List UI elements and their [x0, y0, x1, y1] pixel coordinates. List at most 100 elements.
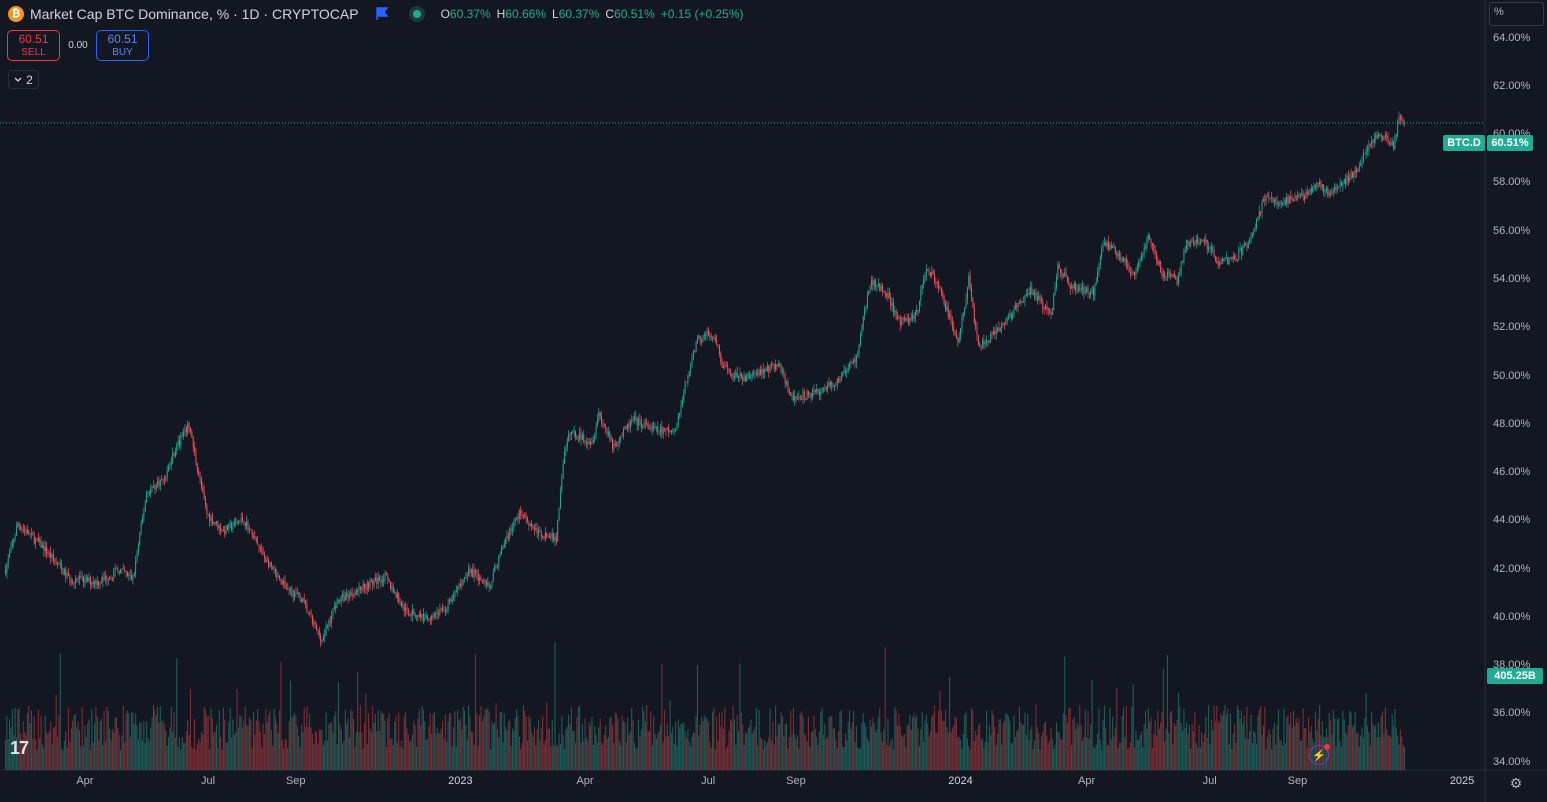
- volume-bar: [231, 737, 233, 770]
- volume-bar: [48, 730, 50, 770]
- buy-button[interactable]: 60.51 BUY: [96, 30, 149, 61]
- candle-body: [125, 572, 127, 574]
- candle-body: [435, 613, 437, 614]
- candle-body: [949, 313, 951, 318]
- volume-bar: [325, 712, 327, 770]
- candle-body: [799, 396, 801, 399]
- volume-bar: [828, 717, 830, 770]
- candle-body: [803, 391, 805, 399]
- candle-body: [701, 340, 703, 342]
- volume-bar: [525, 716, 527, 770]
- candle-body: [690, 366, 692, 372]
- candle-body: [121, 568, 123, 570]
- indicators-toggle[interactable]: 2: [8, 70, 39, 89]
- candle-body: [920, 289, 922, 301]
- candle-body: [268, 560, 270, 567]
- candle-body: [1219, 262, 1221, 265]
- candle-body: [880, 285, 882, 292]
- volume-bar: [927, 723, 929, 770]
- volume-bar: [966, 738, 968, 770]
- candle-body: [908, 318, 909, 323]
- volume-bar: [879, 708, 881, 770]
- candle-body: [605, 426, 607, 429]
- volume-bar: [1373, 726, 1375, 770]
- volume-bar: [255, 720, 257, 770]
- volume-bar: [1010, 743, 1012, 770]
- volume-bar: [981, 738, 984, 770]
- candle-body: [802, 391, 804, 400]
- candle-body: [957, 338, 959, 343]
- volume-bar: [209, 749, 211, 770]
- volume-bar: [1353, 725, 1355, 770]
- candle-body: [1054, 287, 1056, 295]
- candle-body: [309, 612, 311, 614]
- volume-bar: [1235, 742, 1237, 770]
- volume-bar: [94, 723, 96, 770]
- candle-body: [1212, 249, 1214, 251]
- volume-bar: [657, 733, 659, 770]
- candle-body: [468, 568, 470, 576]
- volume-bar: [124, 742, 126, 770]
- candle-body: [1321, 184, 1323, 188]
- candle-body: [158, 480, 160, 487]
- volume-bar: [666, 723, 668, 770]
- market-status-icon[interactable]: [408, 6, 425, 22]
- volume-bar: [310, 727, 312, 770]
- volume-bar: [566, 726, 568, 770]
- volume-bar: [776, 736, 778, 770]
- candle-body: [1156, 253, 1157, 260]
- candle-body: [1230, 256, 1231, 259]
- candle-body: [1068, 281, 1070, 285]
- volume-bar: [1275, 744, 1277, 770]
- price-axis-unit-button[interactable]: %: [1489, 2, 1544, 26]
- bitcoin-icon[interactable]: ₿: [8, 6, 24, 22]
- volume-bar: [799, 713, 801, 770]
- candle-body: [427, 615, 429, 619]
- volume-bar: [761, 738, 763, 770]
- volume-bar: [1379, 737, 1381, 770]
- candle-body: [118, 571, 120, 574]
- candle-body: [902, 317, 904, 322]
- candle-body: [65, 568, 67, 577]
- candle-body: [577, 438, 579, 440]
- candle-body: [717, 345, 719, 347]
- candle-body: [1225, 257, 1227, 259]
- lightning-icon[interactable]: ⚡: [1309, 744, 1330, 765]
- candle-body: [972, 297, 974, 308]
- volume-bar: [524, 710, 526, 770]
- volume-bar: [522, 705, 524, 770]
- candle-body: [5, 569, 6, 574]
- candle-body: [506, 535, 508, 539]
- candle-body: [887, 292, 889, 298]
- volume-bar: [709, 741, 711, 770]
- candle-body: [858, 344, 860, 353]
- candle-body: [1106, 241, 1108, 247]
- volume-bar: [827, 737, 829, 770]
- candle-body: [240, 517, 242, 522]
- symbol-title[interactable]: Market Cap BTC Dominance, % · 1D · CRYPT…: [30, 6, 359, 22]
- volume-bar: [383, 713, 385, 770]
- candle-body: [932, 271, 934, 274]
- volume-bar: [832, 728, 834, 770]
- volume-bar: [975, 730, 977, 770]
- candle-body: [624, 426, 626, 429]
- candle-body: [411, 609, 413, 616]
- volume-bar: [284, 739, 286, 770]
- candle-body: [687, 375, 689, 383]
- volume-bar: [1171, 710, 1173, 770]
- candle-body: [1394, 135, 1396, 149]
- flag-icon[interactable]: [375, 7, 389, 21]
- tradingview-logo[interactable]: 17: [10, 738, 29, 758]
- volume-bar: [477, 746, 479, 770]
- volume-bar: [1386, 729, 1388, 770]
- volume-bar: [780, 712, 782, 770]
- candle-body: [47, 553, 49, 555]
- volume-bar: [1176, 719, 1178, 770]
- volume-bar: [122, 705, 124, 770]
- volume-bar: [583, 740, 585, 770]
- gear-icon[interactable]: ⚙: [1509, 775, 1523, 791]
- candle-body: [1154, 250, 1156, 254]
- volume-bar: [66, 747, 68, 770]
- sell-button[interactable]: 60.51 SELL: [7, 30, 60, 61]
